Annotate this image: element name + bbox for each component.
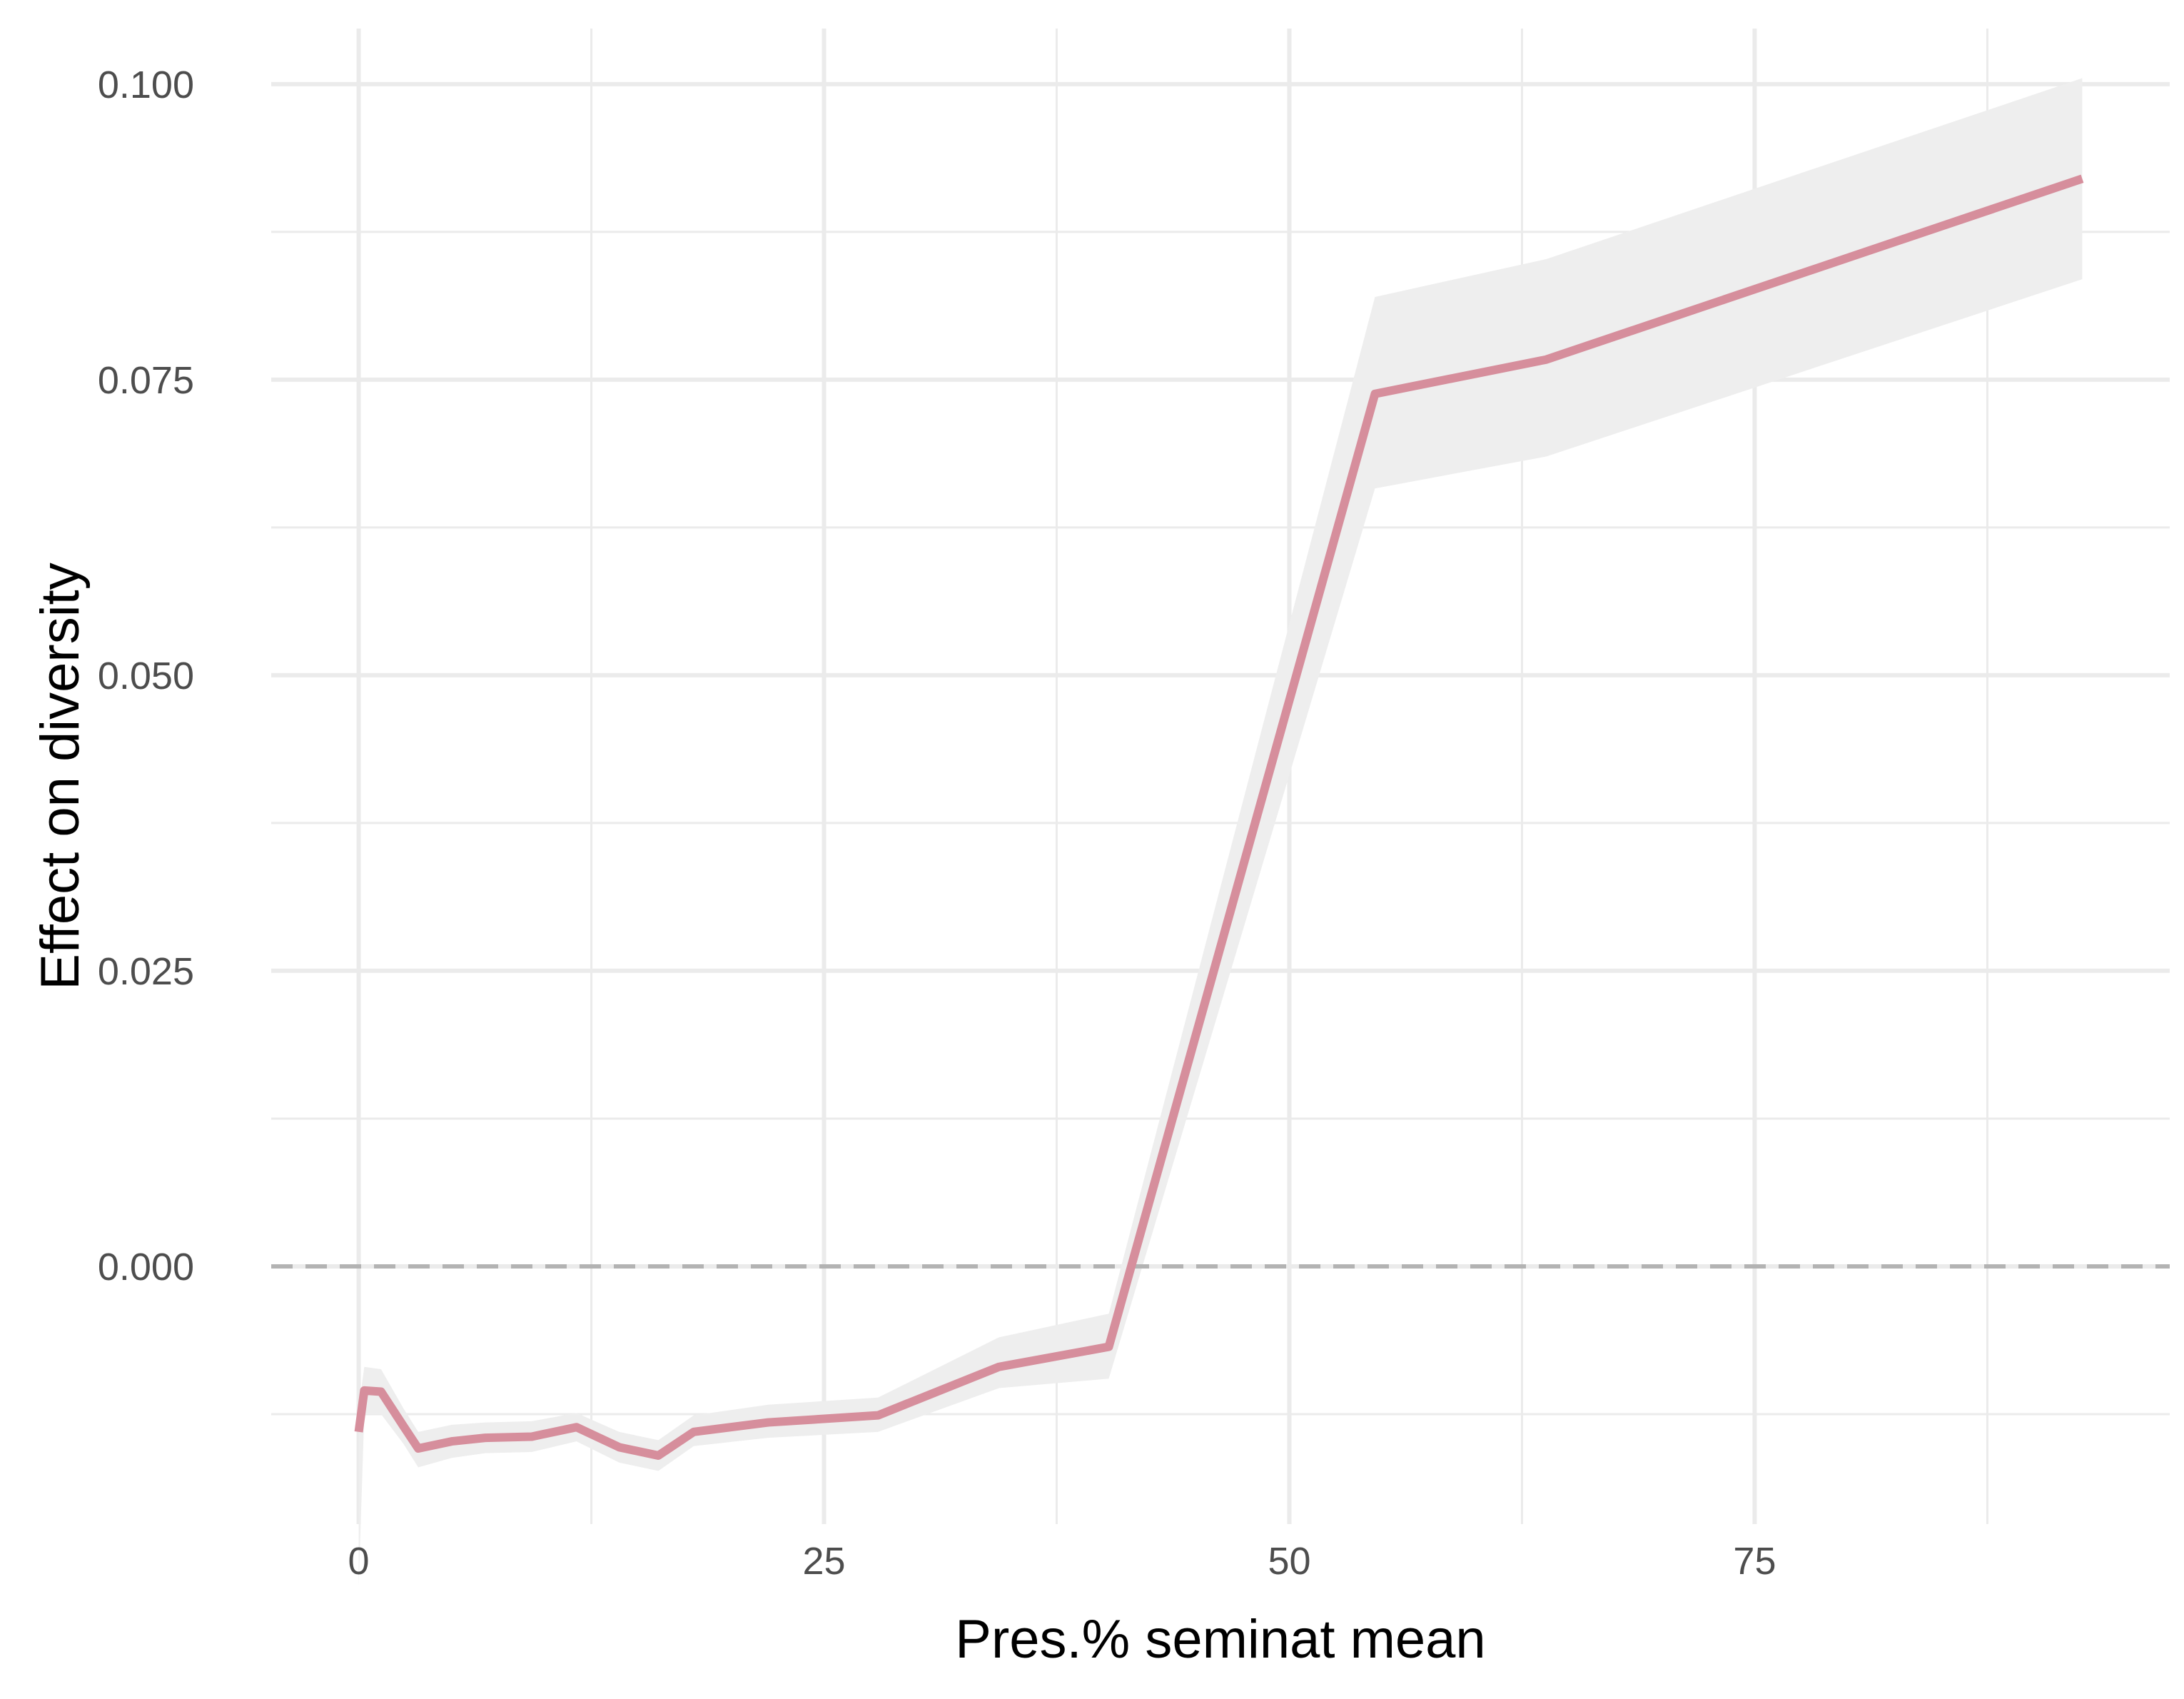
y-axis-title: Effect on diversity: [30, 563, 91, 989]
y-tick-label: 0.050: [98, 655, 194, 697]
y-axis-tick-labels: 0.000 0.025 0.050 0.075 0.100: [98, 64, 194, 1289]
x-tick-label: 25: [802, 1540, 845, 1583]
y-tick-label: 0.100: [98, 64, 194, 106]
x-tick-label: 0: [348, 1540, 370, 1583]
x-tick-label: 75: [1733, 1540, 1776, 1583]
y-tick-label: 0.075: [98, 359, 194, 402]
x-axis-title: Pres.% seminat mean: [955, 1609, 1485, 1670]
y-tick-label: 0.025: [98, 950, 194, 993]
x-axis-tick-labels: 0 25 50 75: [348, 1540, 1776, 1583]
y-tick-label: 0.000: [98, 1246, 194, 1289]
confidence-band: [358, 78, 2083, 1586]
effect-line: [354, 174, 2084, 1460]
x-tick-label: 50: [1268, 1540, 1310, 1583]
